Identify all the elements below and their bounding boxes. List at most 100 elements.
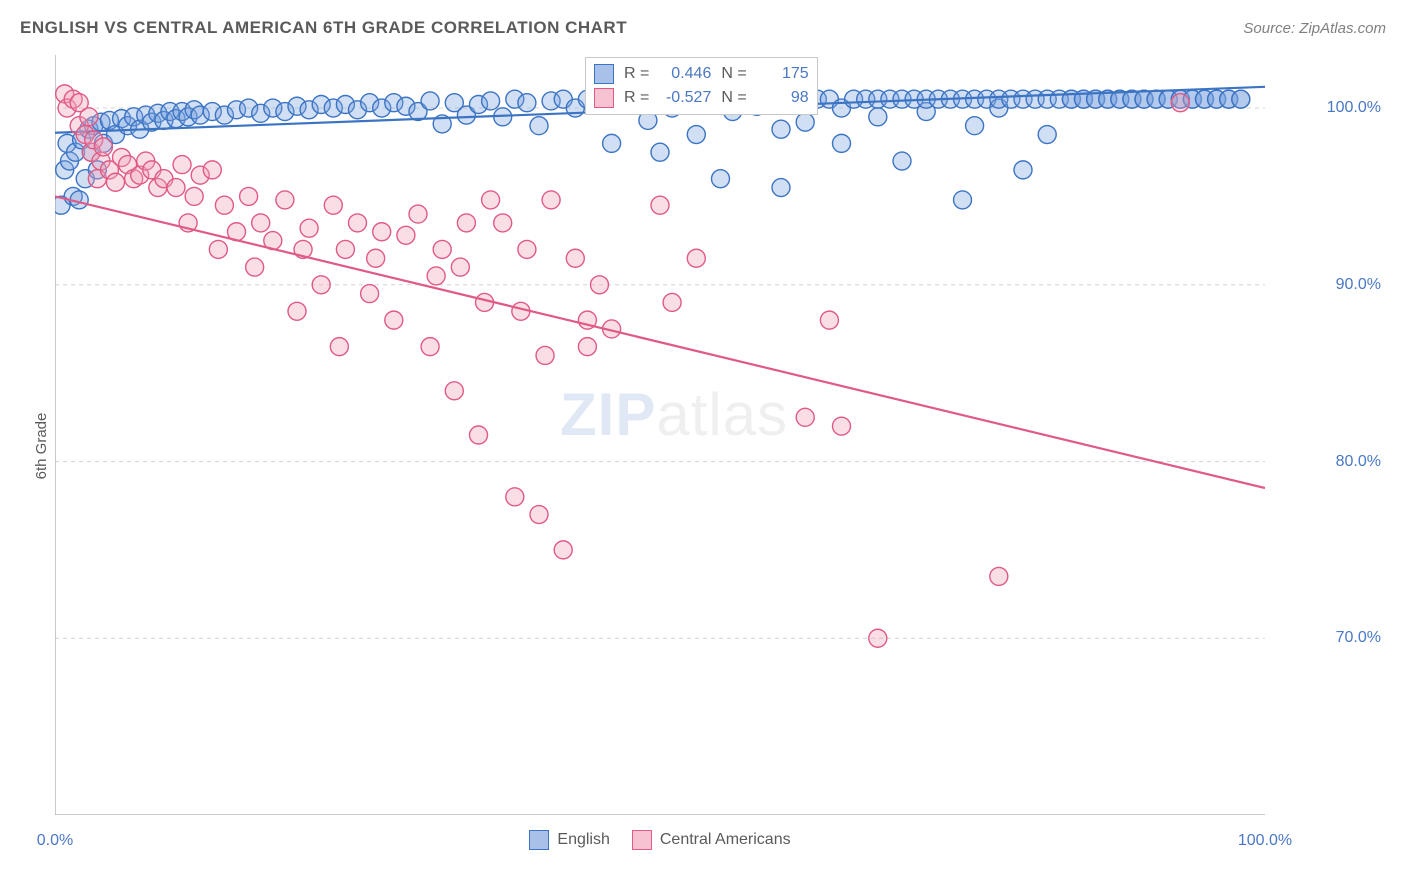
scatter-point [518, 94, 536, 112]
stats-r-value: 0.446 [659, 65, 711, 83]
scatter-point [312, 276, 330, 294]
scatter-point [1014, 161, 1032, 179]
scatter-point [367, 249, 385, 267]
scatter-point [373, 223, 391, 241]
scatter-point [687, 249, 705, 267]
scatter-point [94, 138, 112, 156]
scatter-point [482, 92, 500, 110]
scatter-point [494, 214, 512, 232]
scatter-point [470, 426, 488, 444]
scatter-point [457, 214, 475, 232]
bottom-legend: English Central Americans [55, 830, 1265, 850]
plot-area: R = 0.446 N = 175 R = -0.527 N = 98 [55, 55, 1265, 815]
scatter-point [209, 240, 227, 258]
source-prefix: Source: [1243, 20, 1299, 37]
scatter-point [300, 219, 318, 237]
scatter-point [687, 126, 705, 144]
scatter-point [433, 240, 451, 258]
stats-n-value: 175 [757, 65, 809, 83]
y-tick-label: 70.0% [1336, 629, 1381, 647]
scatter-point [820, 311, 838, 329]
scatter-point [554, 541, 572, 559]
legend-item: English [529, 830, 609, 850]
scatter-point [421, 92, 439, 110]
scatter-point [833, 134, 851, 152]
scatter-point [542, 191, 560, 209]
scatter-point [506, 488, 524, 506]
scatter-point [288, 302, 306, 320]
scatter-point [1038, 126, 1056, 144]
scatter-point [336, 240, 354, 258]
stats-n-label: N = [721, 89, 746, 107]
stats-legend-row: R = -0.527 N = 98 [594, 86, 809, 110]
scatter-point [215, 196, 233, 214]
scatter-point [663, 293, 681, 311]
scatter-plot-svg [55, 55, 1265, 815]
y-tick-label: 80.0% [1336, 453, 1381, 471]
scatter-point [530, 117, 548, 135]
stats-r-value: -0.527 [659, 89, 711, 107]
scatter-point [361, 285, 379, 303]
scatter-point [385, 311, 403, 329]
scatter-point [796, 113, 814, 131]
stats-n-label: N = [721, 65, 746, 83]
scatter-point [107, 173, 125, 191]
scatter-point [240, 187, 258, 205]
chart-header: ENGLISH VS CENTRAL AMERICAN 6TH GRADE CO… [20, 18, 1386, 38]
scatter-point [203, 161, 221, 179]
scatter-point [954, 191, 972, 209]
scatter-point [397, 226, 415, 244]
scatter-point [518, 240, 536, 258]
scatter-point [796, 408, 814, 426]
legend-item: Central Americans [632, 830, 791, 850]
chart-title: ENGLISH VS CENTRAL AMERICAN 6TH GRADE CO… [20, 18, 627, 38]
stats-legend-row: R = 0.446 N = 175 [594, 62, 809, 86]
scatter-point [246, 258, 264, 276]
stats-r-label: R = [624, 89, 649, 107]
scatter-point [566, 249, 584, 267]
legend-swatch [594, 64, 614, 84]
scatter-point [833, 417, 851, 435]
scatter-point [893, 152, 911, 170]
scatter-point [1232, 90, 1250, 108]
scatter-point [445, 382, 463, 400]
scatter-point [409, 205, 427, 223]
scatter-point [252, 214, 270, 232]
scatter-point [1171, 94, 1189, 112]
scatter-point [578, 338, 596, 356]
scatter-point [530, 506, 548, 524]
scatter-point [712, 170, 730, 188]
stats-r-label: R = [624, 65, 649, 83]
scatter-point [772, 120, 790, 138]
scatter-point [772, 179, 790, 197]
scatter-point [869, 108, 887, 126]
scatter-point [536, 346, 554, 364]
scatter-point [349, 214, 367, 232]
scatter-point [276, 191, 294, 209]
y-axis-label: 6th Grade [33, 413, 50, 480]
scatter-point [603, 134, 621, 152]
scatter-point [651, 196, 669, 214]
scatter-point [451, 258, 469, 276]
chart-container: ENGLISH VS CENTRAL AMERICAN 6TH GRADE CO… [0, 0, 1406, 892]
scatter-point [966, 117, 984, 135]
scatter-point [80, 108, 98, 126]
source-name: ZipAtlas.com [1299, 20, 1386, 37]
scatter-point [651, 143, 669, 161]
scatter-point [482, 191, 500, 209]
scatter-point [869, 629, 887, 647]
stats-legend: R = 0.446 N = 175 R = -0.527 N = 98 [585, 57, 818, 115]
scatter-point [185, 187, 203, 205]
scatter-point [427, 267, 445, 285]
scatter-point [421, 338, 439, 356]
scatter-point [167, 179, 185, 197]
stats-n-value: 98 [757, 89, 809, 107]
y-tick-label: 90.0% [1336, 276, 1381, 294]
y-tick-label: 100.0% [1327, 99, 1381, 117]
chart-source: Source: ZipAtlas.com [1243, 20, 1386, 37]
legend-swatch [594, 88, 614, 108]
legend-label: Central Americans [660, 831, 791, 849]
scatter-point [173, 156, 191, 174]
legend-swatch [529, 830, 549, 850]
scatter-point [324, 196, 342, 214]
